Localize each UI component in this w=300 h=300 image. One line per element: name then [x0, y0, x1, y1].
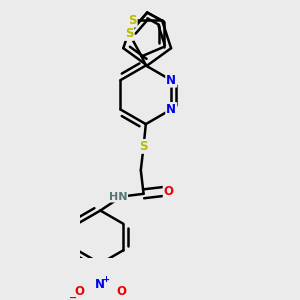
Text: N: N [166, 74, 176, 87]
Text: +: + [102, 275, 109, 284]
Text: S: S [125, 27, 133, 40]
Text: HN: HN [109, 192, 127, 202]
Text: S: S [128, 14, 137, 27]
Text: N: N [95, 278, 105, 291]
Text: N: N [166, 103, 176, 116]
Text: O: O [116, 285, 126, 298]
Text: O: O [74, 285, 84, 298]
Text: O: O [164, 184, 174, 197]
Text: −: − [69, 292, 77, 300]
Text: S: S [139, 140, 148, 153]
